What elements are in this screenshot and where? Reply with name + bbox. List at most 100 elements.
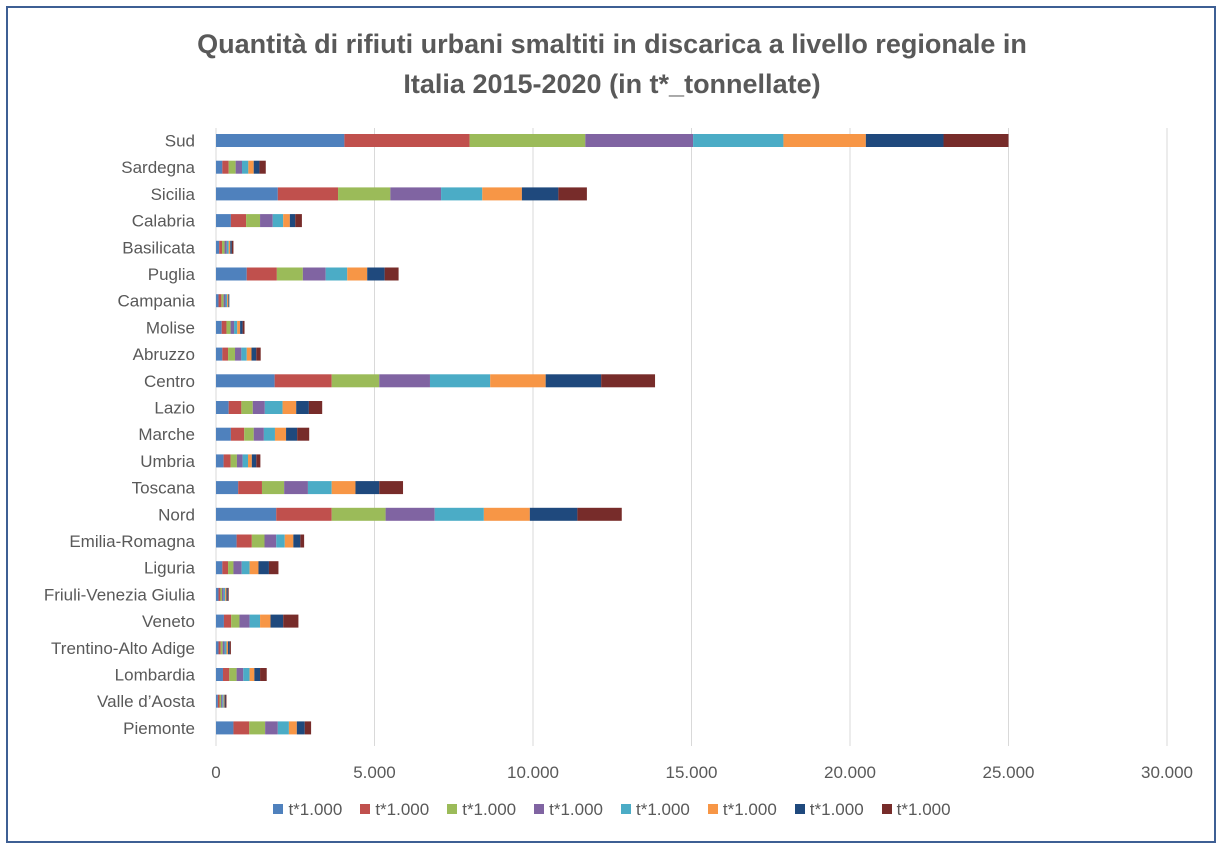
- bar-segment: [227, 587, 229, 601]
- bar-segment: [300, 534, 305, 548]
- bar-segment: [216, 587, 219, 601]
- bar-segment: [216, 507, 277, 521]
- bar-segment: [577, 507, 622, 521]
- bar-segment: [216, 214, 231, 228]
- bar-segment: [367, 267, 385, 281]
- bar-segment: [277, 721, 289, 735]
- bar-segment: [441, 187, 483, 201]
- bar-segment: [244, 427, 254, 441]
- bar-segment: [222, 561, 229, 575]
- bar-segment: [229, 641, 231, 655]
- bar-segment: [379, 481, 404, 495]
- bar-segment: [217, 694, 220, 708]
- x-tick-label: 30.000: [1141, 763, 1193, 782]
- bar-segment: [264, 534, 277, 548]
- y-tick-label: Centro: [144, 372, 195, 391]
- bar-segment: [272, 214, 284, 228]
- x-tick-label: 0: [211, 763, 220, 782]
- bar-segment: [248, 454, 252, 468]
- bar-segment: [259, 160, 266, 174]
- y-tick-label: Nord: [158, 505, 195, 524]
- bar-segment: [251, 454, 257, 468]
- legend-swatch: [447, 804, 458, 814]
- bar-segment: [296, 721, 305, 735]
- bar-segment: [308, 401, 323, 414]
- bar-segment: [249, 721, 266, 735]
- bar-segment: [216, 240, 220, 254]
- bar-segment: [296, 401, 309, 414]
- chart-title-line-2: Italia 2015-2020 (in t*_tonnellate): [403, 69, 821, 99]
- bar-segment: [231, 240, 234, 254]
- y-tick-label: Liguria: [144, 559, 196, 578]
- bar-segment: [286, 427, 298, 441]
- bar-segment: [228, 294, 230, 308]
- bar-segment: [293, 534, 301, 548]
- x-tick-label: 20.000: [824, 763, 876, 782]
- bar-segment: [246, 267, 277, 281]
- bar-segment: [693, 134, 784, 147]
- legend-swatch: [273, 804, 284, 814]
- bar-segment: [223, 614, 232, 628]
- bar-segment: [265, 721, 278, 735]
- bar-segment: [276, 507, 332, 521]
- bar-segment: [347, 267, 368, 281]
- bar-segment: [216, 694, 218, 708]
- bar-segment: [325, 267, 348, 281]
- bar-segment: [344, 134, 470, 147]
- bar-segment: [258, 561, 269, 575]
- legend-label: t*1.000: [462, 800, 517, 819]
- bar-segment: [219, 240, 223, 254]
- y-tick-label: Sicilia: [151, 185, 196, 204]
- legend-label: t*1.000: [809, 800, 864, 819]
- bar-segment: [256, 347, 261, 361]
- bar-segment: [222, 694, 224, 708]
- bar-segment: [228, 641, 230, 655]
- bar-segment: [307, 481, 332, 495]
- bar-segment: [222, 160, 229, 174]
- bar-segment: [243, 668, 250, 681]
- bar-segment: [263, 427, 275, 441]
- bar-segment: [865, 134, 944, 147]
- bar-segment: [226, 641, 229, 655]
- legend-item: t*1.000: [447, 800, 516, 820]
- bar-segment: [223, 587, 226, 601]
- bar-segment: [246, 347, 252, 361]
- bar-segment: [216, 320, 222, 334]
- bar-segment: [218, 294, 222, 308]
- bar-segment: [218, 641, 221, 655]
- bar-segment: [223, 294, 226, 308]
- y-tick-label: Friuli-Venezia Giulia: [44, 585, 196, 604]
- legend-label: t*1.000: [375, 800, 430, 819]
- bar-segment: [249, 668, 255, 681]
- bar-segment: [268, 561, 279, 575]
- bar-segment: [483, 507, 530, 521]
- bar-segment: [277, 187, 339, 201]
- bar-segment: [216, 668, 223, 681]
- bar-segment: [216, 561, 223, 575]
- y-tick-label: Lombardia: [115, 666, 196, 685]
- bar-segment: [216, 294, 219, 308]
- bar-segment: [231, 614, 240, 628]
- y-tick-label: Emilia-Romagna: [69, 532, 195, 551]
- bar-segment: [249, 561, 259, 575]
- legend-item: t*1.000: [273, 800, 342, 820]
- bar-segment: [274, 374, 332, 388]
- y-tick-label: Umbria: [140, 452, 195, 471]
- bar-segment: [228, 240, 231, 254]
- bar-segment: [226, 240, 229, 254]
- bar-segment: [222, 668, 230, 681]
- y-tick-label: Sardegna: [121, 158, 195, 177]
- bar-segment: [223, 454, 231, 468]
- bar-segment: [230, 427, 245, 441]
- bar-segment: [233, 561, 242, 575]
- bar-segment: [236, 668, 244, 681]
- bar-segment: [783, 134, 866, 147]
- x-tick-label: 25.000: [983, 763, 1035, 782]
- bar-segment: [545, 374, 602, 388]
- bar-segment: [429, 374, 491, 388]
- legend-swatch: [621, 804, 631, 814]
- bar-segment: [261, 481, 285, 495]
- bar-segment: [251, 534, 265, 548]
- bar-segment: [221, 694, 223, 708]
- y-tick-label: Puglia: [148, 265, 196, 284]
